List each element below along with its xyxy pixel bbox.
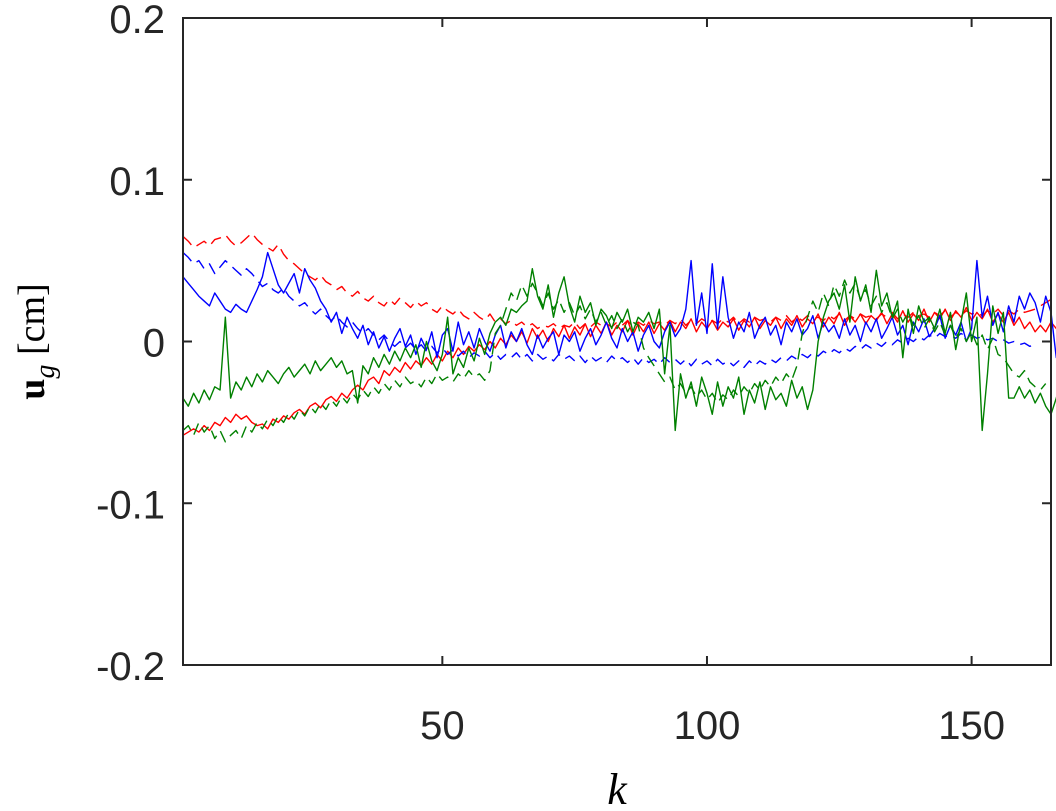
- x-tick-label: 50: [420, 704, 465, 748]
- x-tick-label: 100: [674, 704, 741, 748]
- y-axis: -0.2 -0.1 0 0.1 0.2: [96, 0, 1051, 689]
- axes-box: [182, 17, 1052, 666]
- series-line-2: [182, 232, 1052, 330]
- x-axis: 50 100 150: [420, 18, 1005, 748]
- y-axis-label: ug [cm]: [11, 283, 61, 399]
- y-tick-label: 0.1: [109, 160, 165, 204]
- series-line-3: [182, 251, 1056, 359]
- series-line-4: [182, 252, 1036, 369]
- y-tick-label: 0.2: [109, 0, 165, 42]
- y-tick-label: -0.2: [96, 645, 165, 689]
- y-tick-label: 0: [143, 322, 165, 366]
- x-axis-label: k: [607, 765, 628, 811]
- plot-area: [182, 232, 1056, 443]
- series-line-5: [182, 268, 1056, 432]
- x-tick-label: 150: [938, 704, 1005, 748]
- series-line-6: [182, 279, 1047, 443]
- y-tick-label: -0.1: [96, 483, 165, 527]
